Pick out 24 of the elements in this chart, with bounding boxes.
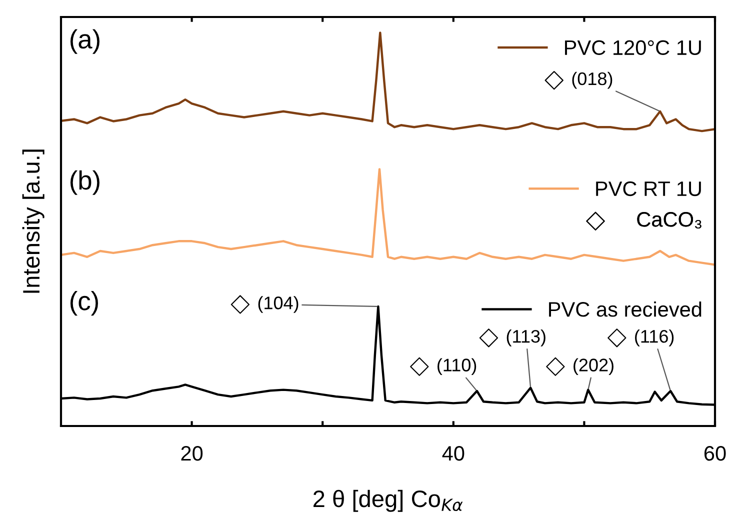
x-tick-label: 20 [181,446,203,461]
point [230,295,250,314]
x-tick-label: 40 [442,446,464,461]
annotation: (110) [438,358,476,376]
legend-label: CaCO₃ [637,212,702,228]
annotation: (113) [506,329,546,346]
annotation: (a) [70,29,100,54]
point [544,70,564,90]
annotation: (018) [572,72,612,89]
legend-label: PVC as recieved [549,301,702,317]
point [546,357,565,376]
point [608,328,626,348]
point [479,328,498,348]
annotation: (104) [258,296,298,313]
annotation: (116) [635,329,674,346]
y-axis-title: Intensity [a.u.] [22,150,44,293]
point [410,357,429,376]
annotation: (b) [70,170,100,195]
legend-label: PVC 120°C 1U [565,40,701,56]
legend-label: PVC RT 1U [596,181,701,196]
x-axis-title: 2 θ [deg] Co$_{Kα}$ [314,490,463,512]
annotation: (202) [574,358,614,376]
annotation: (c) [70,291,98,316]
x-tick-label: 60 [704,446,726,461]
